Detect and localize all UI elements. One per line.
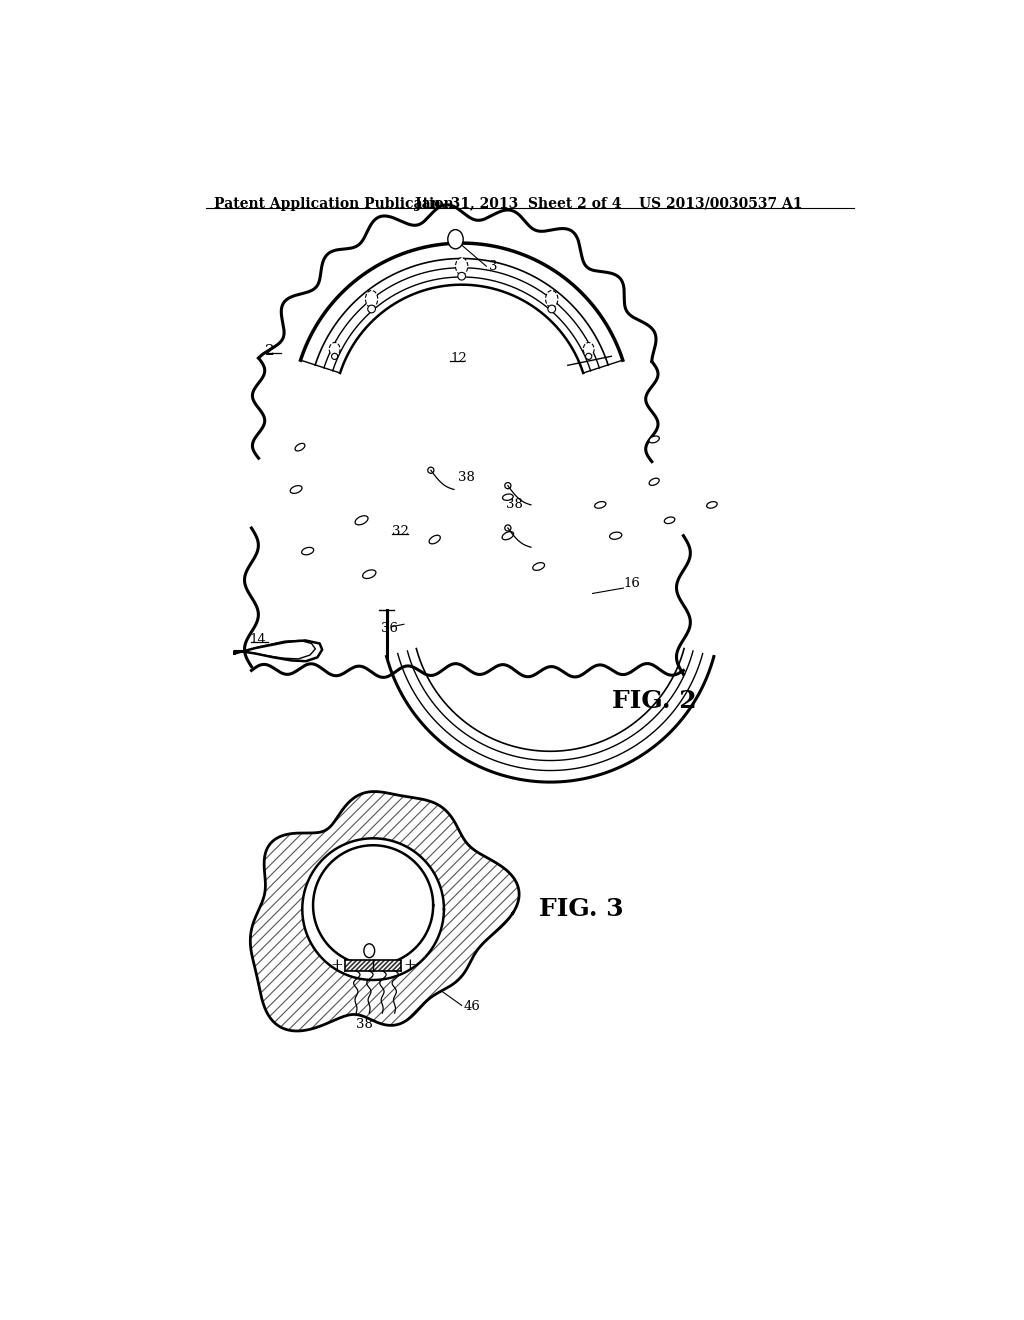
- Circle shape: [505, 525, 511, 531]
- Ellipse shape: [609, 532, 622, 540]
- Ellipse shape: [649, 436, 659, 444]
- Text: 12: 12: [436, 895, 453, 908]
- Ellipse shape: [295, 444, 305, 451]
- Bar: [345, 960, 400, 970]
- Ellipse shape: [584, 342, 594, 356]
- Text: 32: 32: [392, 525, 410, 539]
- Circle shape: [458, 272, 466, 280]
- Ellipse shape: [355, 516, 368, 525]
- Ellipse shape: [302, 548, 313, 554]
- Circle shape: [505, 483, 511, 488]
- Ellipse shape: [362, 570, 376, 578]
- Circle shape: [368, 305, 376, 313]
- Ellipse shape: [364, 944, 375, 958]
- Ellipse shape: [665, 517, 675, 524]
- Text: 3: 3: [488, 260, 497, 273]
- Ellipse shape: [546, 290, 558, 308]
- Text: 12: 12: [451, 352, 467, 366]
- Ellipse shape: [532, 562, 545, 570]
- Polygon shape: [250, 792, 519, 1031]
- Text: 16: 16: [624, 577, 640, 590]
- Ellipse shape: [290, 486, 302, 494]
- Text: 36: 36: [381, 622, 397, 635]
- Circle shape: [332, 354, 338, 359]
- Circle shape: [586, 354, 592, 359]
- Text: US 2013/0030537 A1: US 2013/0030537 A1: [639, 197, 802, 211]
- Text: +: +: [331, 958, 343, 973]
- Text: 50: 50: [366, 991, 382, 1005]
- Ellipse shape: [595, 502, 606, 508]
- Text: 38: 38: [356, 1018, 373, 1031]
- Text: +: +: [402, 958, 416, 973]
- Ellipse shape: [456, 257, 468, 275]
- Ellipse shape: [366, 290, 378, 308]
- Ellipse shape: [447, 230, 463, 249]
- Circle shape: [428, 467, 434, 474]
- Ellipse shape: [330, 342, 340, 356]
- Text: 48: 48: [344, 1003, 360, 1016]
- Ellipse shape: [429, 535, 440, 544]
- Text: 44: 44: [371, 919, 387, 932]
- Text: FIG. 3: FIG. 3: [539, 898, 624, 921]
- Circle shape: [548, 305, 556, 313]
- Ellipse shape: [502, 532, 514, 540]
- Ellipse shape: [503, 494, 513, 500]
- Text: Jan. 31, 2013  Sheet 2 of 4: Jan. 31, 2013 Sheet 2 of 4: [416, 197, 622, 211]
- Ellipse shape: [649, 478, 659, 486]
- Text: 32: 32: [406, 989, 422, 1002]
- Ellipse shape: [707, 502, 717, 508]
- Text: 38: 38: [506, 499, 523, 511]
- Bar: [345, 960, 400, 970]
- Text: 14: 14: [250, 634, 266, 647]
- Polygon shape: [313, 845, 433, 965]
- Polygon shape: [302, 838, 444, 979]
- Text: Patent Application Publication: Patent Application Publication: [214, 197, 454, 211]
- Text: 38: 38: [458, 471, 475, 484]
- Text: FIG. 2: FIG. 2: [611, 689, 696, 713]
- Text: 46: 46: [463, 1001, 480, 1014]
- Text: 2: 2: [265, 345, 275, 358]
